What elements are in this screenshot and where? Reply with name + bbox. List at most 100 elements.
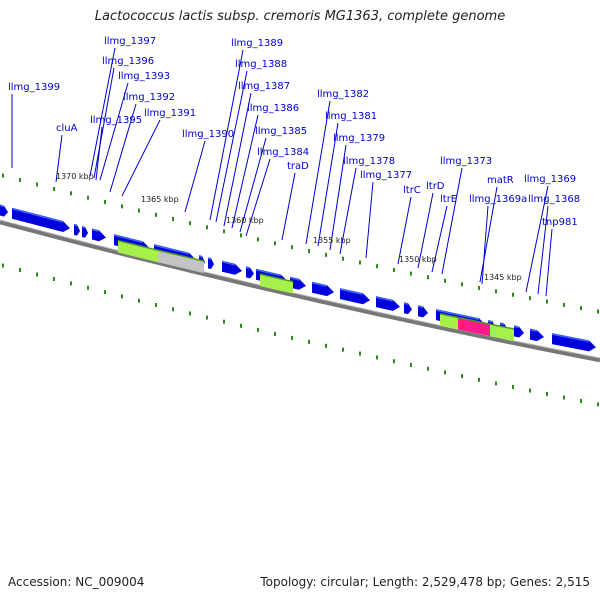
- svg-text:ltrD: ltrD: [426, 181, 445, 192]
- gene-label-llmg-1392[interactable]: llmg_1392: [123, 92, 175, 103]
- ring-dot: [274, 241, 276, 246]
- gene-label-llmg-1377[interactable]: llmg_1377: [360, 170, 412, 181]
- gene-arrow-highlight: [153, 244, 190, 255]
- gene-arrow-highlight: [221, 260, 236, 266]
- svg-text:llmg_1399: llmg_1399: [8, 82, 60, 93]
- gene-label-llmg-1378[interactable]: llmg_1378: [343, 156, 395, 167]
- gene-label-llmg-1386[interactable]: llmg_1386: [247, 103, 299, 114]
- ring-dot: [155, 302, 157, 307]
- ring-dot: [206, 225, 208, 230]
- scale-label-1360: 1360 kbp: [226, 216, 264, 225]
- gene-label-llmg-1397[interactable]: llmg_1397: [104, 36, 156, 47]
- gene-arrow: [312, 281, 334, 297]
- gene-label-llmg-1390[interactable]: llmg_1390: [182, 129, 234, 140]
- ring-dot: [70, 281, 72, 286]
- feature-box: [440, 313, 458, 330]
- gene-arrow-highlight: [311, 282, 328, 287]
- gene-arrow-highlight: [255, 269, 282, 277]
- gene-arrow-highlight: [113, 234, 144, 244]
- leader-line: [417, 192, 434, 269]
- gene-label-llmg-1387[interactable]: llmg_1387: [238, 81, 290, 92]
- feature-box-edge: [457, 316, 491, 325]
- gene-arrow-highlight: [435, 309, 480, 320]
- gene-arrow-highlight: [499, 322, 505, 326]
- ring-dot: [189, 311, 191, 316]
- ring-dot: [121, 204, 123, 209]
- ring-dot: [36, 182, 38, 187]
- ring-dot: [291, 335, 293, 340]
- gene-arrow: [418, 305, 428, 318]
- svg-text:llmg_1395: llmg_1395: [90, 115, 142, 126]
- gene-label-llmg-1384[interactable]: llmg_1384: [257, 147, 309, 158]
- gene-label-ltrc[interactable]: ltrC: [403, 185, 421, 196]
- gene-arrow: [340, 288, 370, 305]
- gene-arrow-highlight: [81, 226, 86, 229]
- gene-arrow-highlight: [339, 288, 364, 295]
- gene-label-llmg-1373[interactable]: llmg_1373: [440, 156, 492, 167]
- genome-title: Lactococcus lactis subsp. cremoris MG136…: [94, 9, 506, 24]
- ring-dot: [597, 309, 599, 314]
- leader-line: [339, 167, 357, 255]
- accession-text: Accession: NC_009004: [8, 575, 145, 589]
- gene-label-llmg-1399[interactable]: llmg_1399: [8, 82, 60, 93]
- gene-label-llmg-1368[interactable]: llmg_1368: [528, 194, 580, 205]
- ring-dot: [2, 263, 4, 268]
- gene-label-ltrd[interactable]: ltrD: [426, 181, 445, 192]
- ring-dot: [19, 178, 21, 183]
- ring-dot: [563, 395, 565, 400]
- gene-label-llmg-1393[interactable]: llmg_1393: [118, 71, 170, 82]
- gene-label-llmg-1369a[interactable]: llmg_1369a: [469, 194, 527, 205]
- leader-line: [109, 103, 137, 193]
- svg-text:llmg_1378: llmg_1378: [343, 156, 395, 167]
- gene-label-llmg-1396[interactable]: llmg_1396: [102, 56, 154, 67]
- ring-dot: [342, 347, 344, 352]
- ring-dot: [223, 229, 225, 234]
- svg-text:traD: traD: [287, 161, 309, 172]
- gene-label-tnp981[interactable]: tnp981: [542, 217, 578, 228]
- gene-arrow-highlight: [11, 207, 64, 223]
- gene-label-llmg-1385[interactable]: llmg_1385: [255, 126, 307, 137]
- svg-text:ltrE: ltrE: [440, 194, 457, 205]
- svg-text:llmg_1384: llmg_1384: [257, 147, 309, 158]
- ring-dot: [172, 216, 174, 221]
- ring-dot: [376, 355, 378, 360]
- ring-dot: [240, 233, 242, 238]
- gene-label-matr[interactable]: matR: [487, 175, 514, 186]
- gene-label-llmg-1395[interactable]: llmg_1395: [90, 115, 142, 126]
- leader-line: [545, 228, 553, 297]
- gene-arrow: [74, 223, 80, 236]
- position-dot-rings: [2, 173, 599, 407]
- ring-dot: [580, 306, 582, 311]
- leader-line: [441, 167, 463, 275]
- svg-text:llmg_1381: llmg_1381: [325, 111, 377, 122]
- leader-line: [329, 144, 347, 251]
- svg-text:llmg_1386: llmg_1386: [247, 103, 299, 114]
- ring-dot: [138, 298, 140, 303]
- ring-dot: [36, 272, 38, 277]
- svg-text:llmg_1389: llmg_1389: [231, 38, 283, 49]
- gene-label-llmg-1391[interactable]: llmg_1391: [144, 108, 196, 119]
- ring-dot: [359, 351, 361, 356]
- gene-label-llmg-1381[interactable]: llmg_1381: [325, 111, 377, 122]
- leader-line: [95, 126, 103, 181]
- ring-dot: [189, 221, 191, 226]
- scale-label-1370: 1370 kbp: [56, 172, 94, 181]
- gene-label-llmg-1388[interactable]: llmg_1388: [235, 59, 287, 70]
- gene-label-trad[interactable]: traD: [287, 161, 309, 172]
- gene-label-llmg-1389[interactable]: llmg_1389: [231, 38, 283, 49]
- gene-arrow-highlight: [289, 276, 300, 281]
- gene-arrow: [222, 260, 242, 275]
- ring-dot: [444, 370, 446, 375]
- ring-dot: [155, 212, 157, 217]
- gene-label-llmg-1369[interactable]: llmg_1369: [524, 174, 576, 185]
- gene-label-clua[interactable]: cluA: [56, 123, 78, 134]
- gene-arrow-highlight: [198, 255, 203, 258]
- gene-label-llmg-1382[interactable]: llmg_1382: [317, 89, 369, 100]
- feature-box-edge: [259, 273, 294, 283]
- gene-label-llmg-1379[interactable]: llmg_1379: [333, 133, 385, 144]
- gene-label-ltre[interactable]: ltrE: [440, 194, 457, 205]
- leader-line: [215, 70, 248, 223]
- gene-arrow: [246, 266, 254, 279]
- ring-dot: [529, 296, 531, 301]
